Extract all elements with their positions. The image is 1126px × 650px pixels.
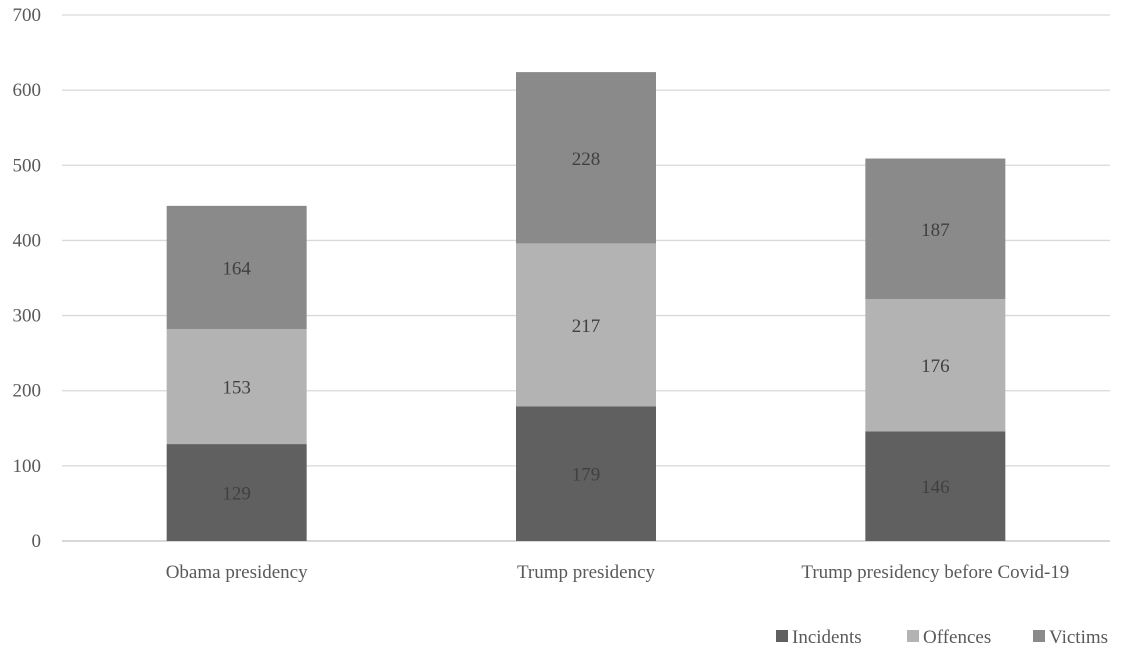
bars [166, 72, 1006, 541]
legend-swatch [907, 630, 919, 642]
data-label: 217 [572, 316, 601, 337]
y-tick-label: 700 [13, 5, 42, 26]
legend-swatch [776, 630, 788, 642]
bar-offences-3 [865, 299, 1006, 432]
y-tick-label: 200 [13, 381, 42, 402]
x-category-label: Trump presidency before Covid-19 [801, 562, 1069, 583]
legend-item-offences: Offences [907, 627, 991, 648]
y-axis-tick-labels: 0 100 200 300 400 500 600 700 [13, 5, 42, 552]
bar-victims-2 [516, 72, 656, 244]
x-axis-category-labels: Obama presidency Trump presidency Trump pr… [166, 562, 1070, 583]
y-tick-label: 400 [13, 230, 42, 251]
data-label: 228 [572, 149, 601, 170]
legend: Incidents Offences Victims [776, 627, 1108, 648]
legend-label: Incidents [792, 627, 862, 648]
legend-item-incidents: Incidents [776, 627, 862, 648]
bar-incidents-1 [166, 444, 307, 541]
y-tick-label: 100 [13, 456, 42, 477]
x-category-label: Obama presidency [166, 562, 308, 583]
data-label: 146 [921, 477, 950, 498]
y-tick-label: 500 [13, 155, 42, 176]
data-label: 153 [222, 378, 251, 399]
bar-victims-3 [865, 158, 1006, 300]
data-label: 179 [572, 465, 601, 486]
data-label: 164 [222, 258, 251, 279]
x-category-label: Trump presidency [517, 562, 656, 583]
legend-item-victims: Victims [1033, 627, 1108, 648]
bar-incidents-2 [516, 406, 656, 541]
data-label: 129 [222, 484, 251, 505]
bar-offences-2 [516, 243, 656, 407]
legend-swatch [1033, 630, 1045, 642]
bar-incidents-3 [865, 431, 1006, 541]
y-tick-label: 300 [13, 306, 42, 327]
legend-label: Offences [923, 627, 991, 648]
bar-victims-1 [166, 205, 307, 330]
y-tick-label: 0 [32, 531, 42, 552]
legend-label: Victims [1049, 627, 1108, 648]
data-label: 187 [921, 220, 950, 241]
data-labels: 129 153 164 179 217 228 146 176 187 [222, 149, 949, 505]
data-label: 176 [921, 356, 950, 377]
y-tick-label: 600 [13, 80, 42, 101]
bar-offences-1 [166, 329, 307, 445]
